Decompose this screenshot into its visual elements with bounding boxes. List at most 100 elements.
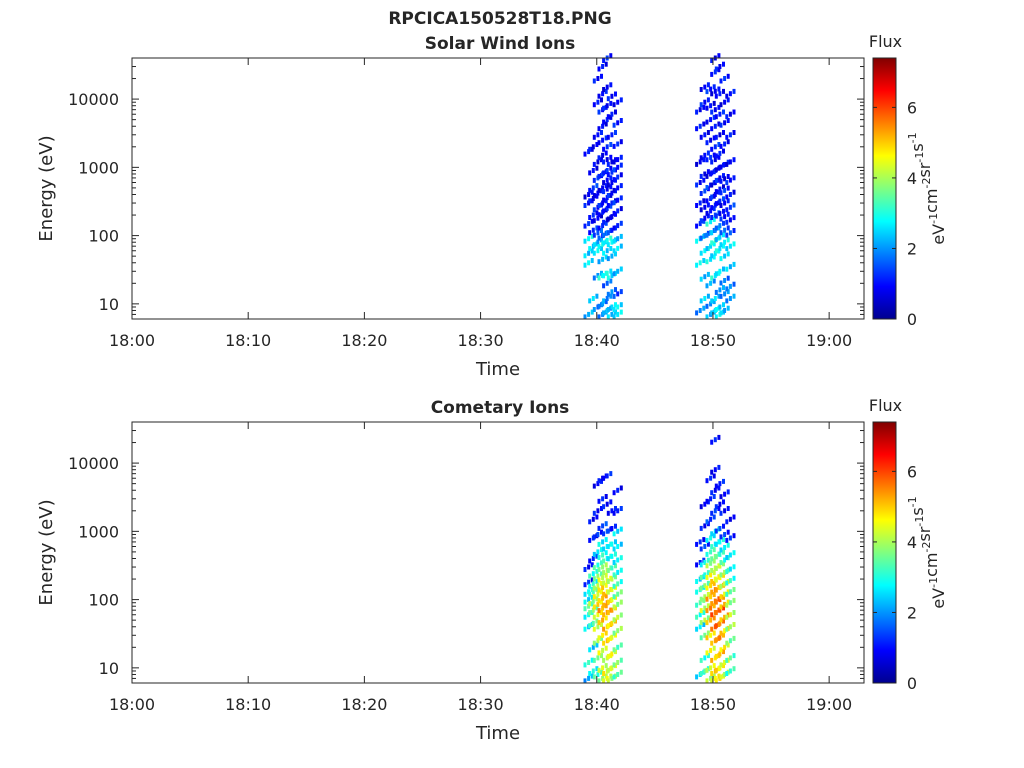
heatmap-cell xyxy=(699,546,703,552)
heatmap-cell xyxy=(605,296,609,301)
heatmap-cell xyxy=(695,126,699,132)
heatmap-cell xyxy=(583,606,587,612)
heatmap-cell xyxy=(619,266,623,272)
heatmap-cell xyxy=(606,610,610,616)
heatmap-cell xyxy=(619,589,623,595)
heatmap-cell xyxy=(725,93,729,99)
heatmap-cell xyxy=(723,557,727,563)
heatmap-cell xyxy=(592,218,596,224)
heatmap-cell xyxy=(702,121,706,127)
heatmap-cell xyxy=(710,109,714,115)
heatmap-cell xyxy=(619,526,623,532)
heatmap-cell xyxy=(600,188,603,194)
heatmap-cell xyxy=(723,253,727,259)
colorbar xyxy=(872,57,897,320)
heatmap-cell xyxy=(601,647,605,653)
heatmap-cell xyxy=(710,568,714,573)
heatmap-cell xyxy=(619,139,623,145)
heatmap-cell xyxy=(712,514,716,520)
heatmap-cell xyxy=(609,142,613,147)
heatmap-cell xyxy=(732,575,736,581)
heatmap-cell xyxy=(583,223,587,229)
heatmap-cell xyxy=(616,660,620,665)
heatmap-cell xyxy=(714,504,718,510)
heatmap-cell xyxy=(592,576,596,582)
heatmap-cell xyxy=(588,558,592,564)
heatmap-cell xyxy=(726,97,730,103)
heatmap-cell xyxy=(713,192,717,197)
heatmap-cell xyxy=(609,246,613,251)
heatmap-cell xyxy=(732,175,736,181)
heatmap-cell xyxy=(591,598,595,604)
heatmap-cell xyxy=(702,104,706,110)
heatmap-cell xyxy=(714,653,718,659)
heatmap-cell xyxy=(709,280,713,286)
y-tick-label: 10 xyxy=(99,659,119,678)
heatmap-cell xyxy=(596,159,600,165)
heatmap-cell xyxy=(596,549,600,555)
x-tick-label: 19:00 xyxy=(806,331,852,350)
heatmap-cell xyxy=(601,64,605,69)
heatmap-cell xyxy=(705,635,709,641)
heatmap-cell xyxy=(614,563,617,569)
heatmap-cell xyxy=(605,103,609,109)
heatmap-cell xyxy=(712,558,716,564)
heatmap-cell xyxy=(699,596,703,602)
heatmap-cell xyxy=(619,625,623,631)
heatmap-cell xyxy=(588,230,592,236)
heatmap-cell xyxy=(583,662,587,668)
colorbar-tick-label: 4 xyxy=(907,533,917,552)
heatmap-cell xyxy=(698,308,702,313)
heatmap-cell xyxy=(699,102,703,108)
heatmap-cell xyxy=(610,634,614,640)
heatmap-cell xyxy=(722,130,725,135)
heatmap-cell xyxy=(597,678,601,684)
heatmap-cell xyxy=(714,114,718,120)
heatmap-cell xyxy=(718,539,722,545)
heatmap-cell xyxy=(722,523,725,529)
heatmap-cell xyxy=(719,674,723,680)
heatmap-cell xyxy=(728,132,732,138)
heatmap-cell xyxy=(597,203,601,208)
heatmap-cell xyxy=(591,212,595,218)
heatmap-cell xyxy=(602,180,606,186)
heatmap-cell xyxy=(699,585,703,591)
heatmap-cell xyxy=(605,473,609,479)
heatmap-cell xyxy=(604,61,608,67)
heatmap-cell xyxy=(604,198,608,204)
heatmap-cell xyxy=(609,235,613,241)
heatmap-cell xyxy=(602,240,606,246)
heatmap-cell xyxy=(725,626,729,632)
heatmap-cell xyxy=(706,97,710,103)
heatmap-cell xyxy=(714,667,718,673)
heatmap-cell xyxy=(710,556,714,562)
heatmap-cell xyxy=(609,114,613,120)
colorbar-tick-label: 0 xyxy=(907,674,917,693)
heatmap-cell xyxy=(609,278,613,284)
heatmap-cell xyxy=(719,510,723,516)
heatmap-cell xyxy=(709,301,713,307)
heatmap-cell xyxy=(606,589,610,595)
heatmap-cell xyxy=(602,570,606,576)
heatmap-cell xyxy=(591,644,595,650)
heatmap-cell xyxy=(705,198,709,204)
heatmap-cell xyxy=(699,574,703,580)
heatmap-cell xyxy=(718,501,722,507)
heatmap-cell xyxy=(728,283,732,289)
heatmap-cell xyxy=(726,185,730,191)
heatmap-cell xyxy=(597,577,601,583)
heatmap-cell xyxy=(718,526,722,531)
heatmap-cell xyxy=(702,258,706,263)
heatmap-cell xyxy=(705,478,709,484)
heatmap-cell xyxy=(597,140,601,146)
heatmap-cell xyxy=(705,650,709,656)
heatmap-cell xyxy=(601,152,605,158)
heatmap-cell xyxy=(712,206,716,212)
heatmap-cell xyxy=(699,235,703,241)
heatmap-cell xyxy=(619,289,623,295)
heatmap-cell xyxy=(596,672,600,677)
x-tick-label: 18:20 xyxy=(341,695,387,714)
heatmap-cell xyxy=(719,293,723,299)
heatmap-cell xyxy=(713,88,717,94)
heatmap-cell xyxy=(600,478,603,484)
